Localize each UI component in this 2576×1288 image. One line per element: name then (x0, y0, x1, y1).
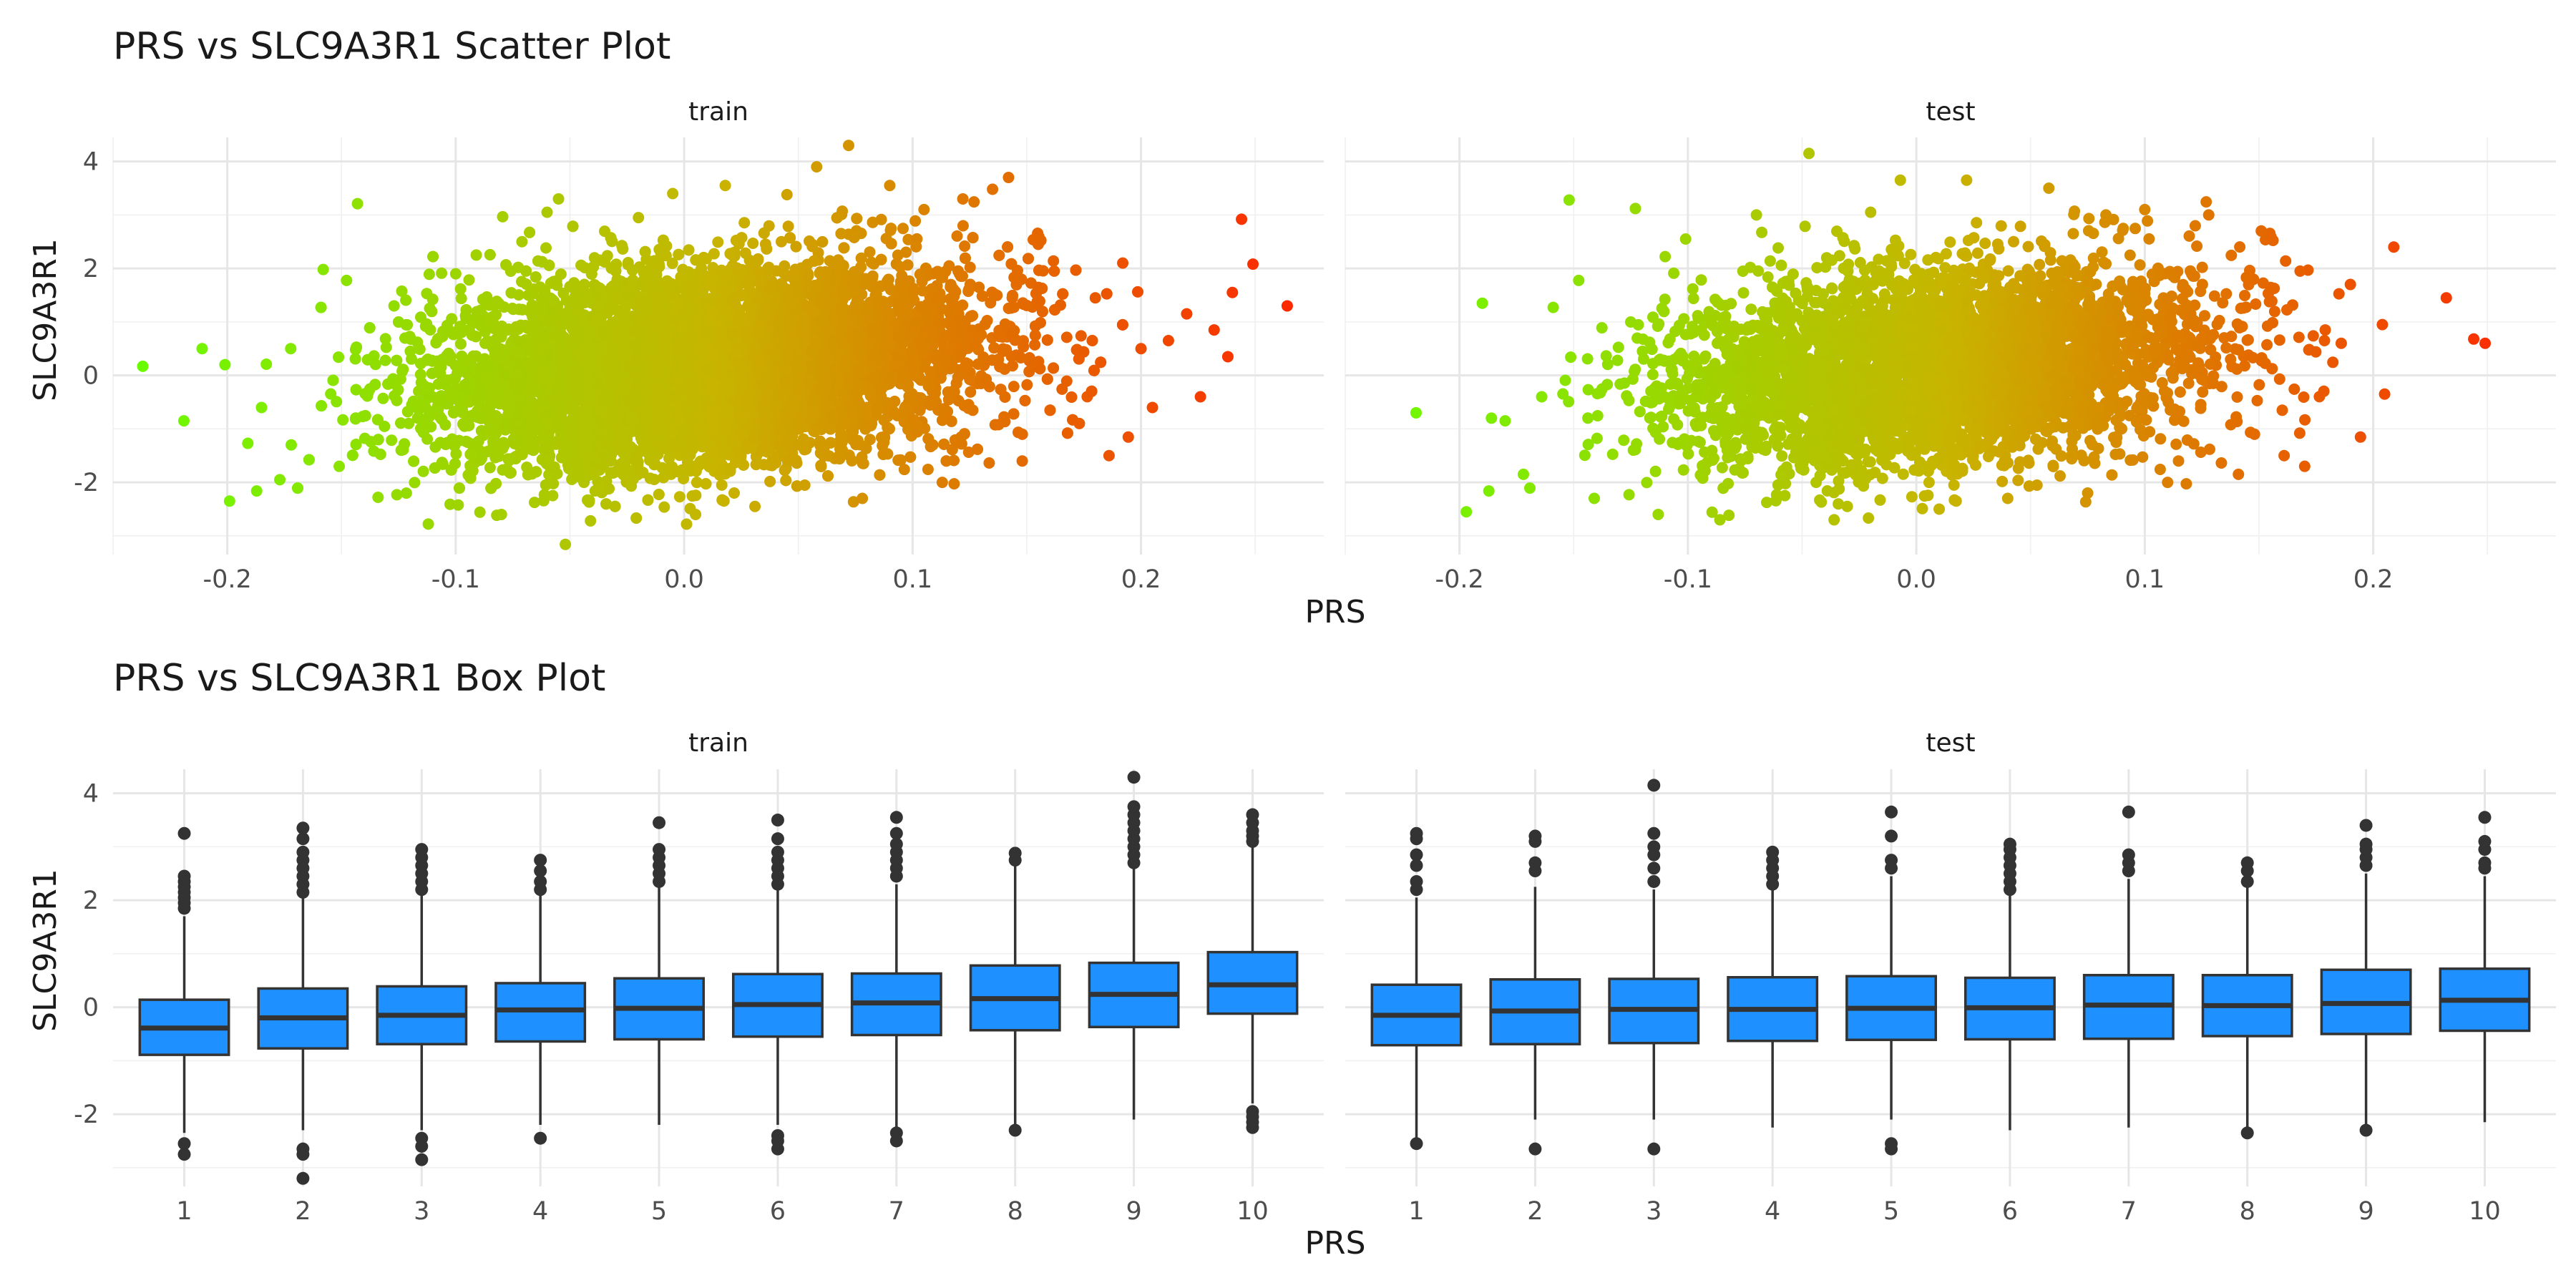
scatter-point (658, 501, 670, 513)
scatter-point (959, 240, 971, 252)
scatter-point (867, 273, 879, 284)
scatter-point (463, 274, 475, 286)
scatter-point (898, 464, 910, 476)
scatter-point (946, 444, 958, 456)
scatter-point (377, 392, 389, 404)
y-tick-label: 4 (83, 148, 99, 177)
scatter-point (484, 462, 496, 474)
scatter-point (423, 268, 435, 280)
scatter-point (968, 196, 980, 208)
scatter-point (1122, 431, 1134, 443)
scatter-point (902, 233, 914, 245)
scatter-point (450, 448, 462, 460)
x-tick-label: -0.2 (203, 565, 251, 594)
scatter-point (285, 343, 297, 355)
scatter-point (917, 285, 929, 297)
x-tick-label: -0.1 (431, 565, 480, 594)
scatter-plot-section: PRS vs SLC9A3R1 Scatter Plot train test … (27, 25, 2556, 630)
scatter-point (400, 487, 412, 499)
scatter-title: PRS vs SLC9A3R1 Scatter Plot (113, 25, 670, 68)
x-tick-label: 0.1 (893, 565, 933, 594)
scatter-point (404, 345, 416, 357)
scatter-point (712, 236, 724, 248)
scatter-point (686, 490, 698, 502)
scatter-point (386, 434, 398, 447)
scatter-point (739, 247, 751, 259)
scatter-point (1056, 383, 1068, 395)
scatter-point (396, 285, 408, 297)
scatter-facet-label-train: train (688, 97, 748, 127)
y-tick-label: 0 (83, 362, 99, 391)
y-tick-label: 2 (83, 255, 99, 283)
scatter-point (1008, 381, 1020, 393)
scatter-point (1132, 286, 1143, 298)
scatter-point (680, 518, 693, 530)
scatter-point (452, 499, 464, 511)
scatter-panel-train: -0.2 -0.1 0.0 0.1 0.2 -2 0 2 4 (74, 137, 1324, 594)
scatter-point (909, 215, 922, 227)
scatter-point (379, 333, 391, 345)
scatter-point (250, 485, 263, 497)
y-tick-label: -2 (74, 469, 99, 497)
x-tick-label: 0.0 (664, 565, 704, 594)
scatter-point (337, 414, 349, 426)
scatter-point (454, 283, 467, 295)
scatter-point (455, 338, 467, 350)
scatter-point-cloud (250, 196, 1143, 530)
x-tick-label: 0.2 (1121, 565, 1161, 594)
scatter-point (380, 341, 392, 353)
scatter-point (260, 358, 273, 370)
scatter-point (436, 267, 448, 279)
scatter-point (864, 434, 876, 446)
scatter-point (497, 210, 509, 223)
scatter-facet-label-test: test (1926, 97, 1975, 127)
scatter-point (728, 487, 740, 499)
scatter-point (1060, 331, 1073, 343)
